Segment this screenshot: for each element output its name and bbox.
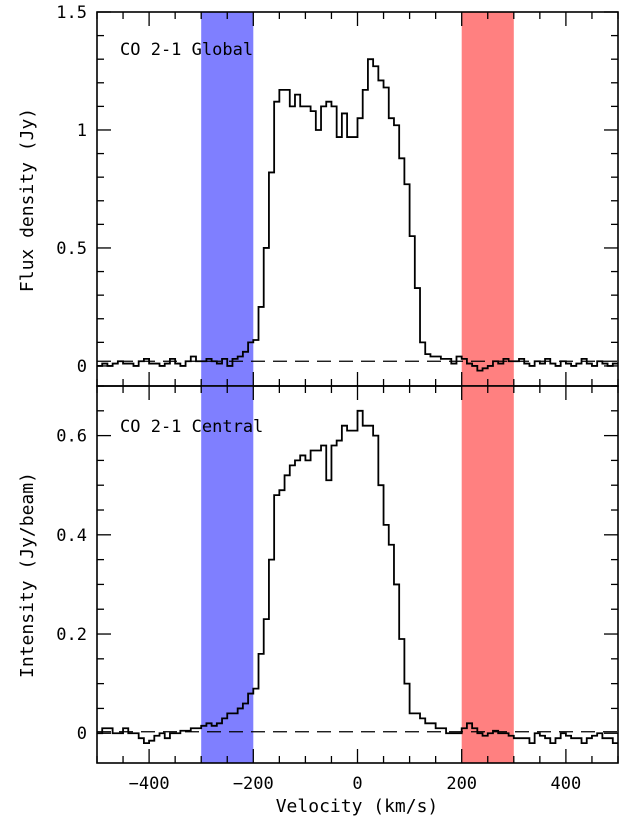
global-spectrum-line [97,58,618,372]
central-frame [96,385,619,764]
central-spectrum-panel: 0 0.2 0.4 0.6 −400 −200 0 200 400 [56,385,619,794]
central-y-axis-label: Intensity (Jy/beam) [17,472,38,678]
x-axis-label: Velocity (km/s) [276,796,439,817]
x-tick-label: 200 [446,774,477,794]
central-y-tick-label: 0.2 [56,625,87,645]
global-panel-label: CO 2-1 Global [120,40,253,60]
central-spectrum-line [97,409,618,745]
x-tick-label: 0 [352,774,362,794]
global-band-1 [461,12,514,386]
global-spectrum-panel: 0 0.5 1 1.5 [56,3,619,387]
central-panel-label: CO 2-1 Central [120,417,263,437]
central-y-tick-label: 0.4 [56,526,87,546]
global-y-tick-label: 1 [77,121,87,141]
global-y-tick-label: 0.5 [56,239,87,259]
x-tick-label: 400 [551,774,582,794]
central-band-1 [461,386,514,763]
global-y-tick-label: 0 [77,357,87,377]
global-y-tick-label: 1.5 [56,3,87,23]
central-y-tick-label: 0.6 [56,427,87,447]
x-tick-label: −200 [233,774,274,794]
global-band-0 [201,12,254,386]
global-y-axis-label: Flux density (Jy) [17,108,38,292]
x-tick-label: −400 [129,774,170,794]
central-y-tick-label: 0 [77,724,87,744]
central-band-0 [201,386,254,763]
global-frame [96,11,619,387]
